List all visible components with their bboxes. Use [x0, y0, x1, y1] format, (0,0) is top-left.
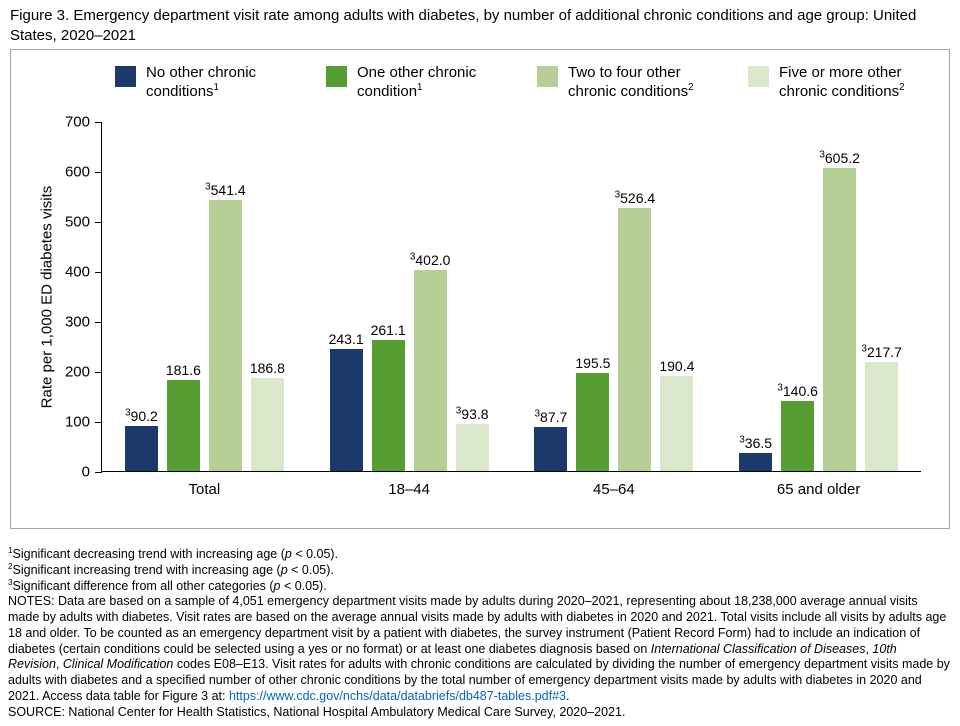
notes-area: 1Significant decreasing trend with incre…	[8, 545, 950, 720]
notes-paragraph: NOTES: Data are based on a sample of 4,0…	[8, 594, 950, 703]
bar-wrap: 3541.4	[205, 182, 246, 471]
bar-value-label: 3217.7	[861, 343, 902, 361]
bar	[534, 427, 568, 471]
bar	[166, 380, 200, 471]
bar-wrap: 181.6	[165, 362, 201, 471]
legend-item: No other chronic conditions1	[115, 64, 296, 102]
plot: 390.2 181.6 3541.4 186.8 Total 243.1 261.1 3402…	[65, 114, 921, 498]
bar	[865, 362, 899, 471]
y-axis-title: Rate per 1,000 ED diabetes visits	[38, 185, 56, 409]
bar	[208, 200, 242, 471]
bar-value-label: 3605.2	[819, 149, 860, 167]
bar-wrap: 3402.0	[410, 252, 450, 471]
y-tick-label: 100	[64, 413, 90, 431]
legend-swatch-icon	[326, 66, 347, 87]
bar-wrap: 243.1	[328, 331, 364, 471]
y-tick-label: 300	[64, 313, 90, 331]
bar-value-label: 190.4	[659, 357, 695, 374]
bar	[124, 425, 158, 471]
plot-bars: 390.2 181.6 3541.4 186.8 Total 243.1 261.1 3402…	[102, 122, 921, 498]
bar-wrap: 3605.2	[819, 150, 860, 471]
y-tick-mark	[95, 121, 102, 123]
chart-frame: No other chronic conditions1 One other ch…	[10, 49, 950, 529]
x-category-label: 45–64	[593, 481, 635, 498]
bar-value-label: 3402.0	[409, 251, 451, 268]
bar-value-label: 3140.6	[777, 382, 818, 399]
bar-group: 243.1 261.1 3402.0 393.8 18–44	[307, 122, 512, 498]
legend-swatch-icon	[537, 66, 558, 87]
legend: No other chronic conditions1 One other ch…	[115, 64, 949, 102]
x-category-label: Total	[188, 481, 221, 498]
bar-wrap: 261.1	[370, 322, 406, 471]
bar	[371, 340, 405, 471]
bar-wrap: 190.4	[659, 357, 695, 471]
bar-value-label: 390.2	[124, 407, 158, 424]
legend-label: No other chronic conditions1	[146, 64, 257, 100]
x-category-label: 18–44	[388, 481, 430, 498]
y-tick-label: 600	[64, 163, 90, 181]
bar	[739, 452, 773, 471]
y-tick-label: 500	[64, 213, 90, 231]
bar	[455, 424, 489, 471]
bar-value-label: 3526.4	[614, 189, 656, 206]
y-tick-mark	[95, 471, 102, 473]
y-tick-label: 0	[81, 463, 90, 481]
y-tick-label: 700	[64, 113, 90, 131]
bar-group: 390.2 181.6 3541.4 186.8 Total	[102, 122, 307, 498]
bar	[823, 168, 857, 471]
data-table-link[interactable]: https://www.cdc.gov/nchs/data/databriefs…	[228, 688, 566, 703]
legend-item: Two to four other chronic conditions2	[537, 64, 718, 102]
bar	[781, 400, 815, 471]
legend-label: One other chronic condition1	[357, 64, 477, 100]
y-tick-mark	[95, 321, 102, 323]
bar-value-label: 261.1	[370, 322, 406, 339]
legend-item: One other chronic condition1	[326, 64, 507, 102]
x-category-label: 65 and older	[776, 481, 861, 498]
legend-label: Two to four other chronic conditions2	[568, 64, 694, 100]
source-line: SOURCE: National Center for Health Stati…	[8, 704, 626, 719]
footnote-2: 2Significant increasing trend with incre…	[8, 561, 334, 577]
y-tick-mark	[95, 271, 102, 273]
footnote-3: 3Significant difference from all other c…	[8, 577, 327, 593]
bar-wrap: 3526.4	[615, 190, 655, 471]
y-tick-mark	[95, 221, 102, 223]
bar-wrap: 336.5	[739, 434, 773, 471]
bar-group: 387.7 195.5 3526.4 190.4 45–64	[512, 122, 717, 498]
bar-wrap: 195.5	[575, 355, 611, 471]
bar-wrap: 387.7	[534, 408, 568, 471]
bar-value-label: 186.8	[249, 359, 285, 376]
bar-value-label: 3541.4	[205, 181, 246, 199]
y-tick-mark	[95, 371, 102, 373]
bar	[576, 373, 610, 471]
bar-value-label: 387.7	[534, 408, 568, 426]
bar-wrap: 3217.7	[861, 344, 902, 471]
y-tick-mark	[95, 171, 102, 173]
bar-wrap: 393.8	[455, 405, 489, 471]
bar-value-label: 393.8	[455, 405, 489, 423]
bar-value-label: 243.1	[328, 331, 364, 348]
y-tick-label: 400	[64, 263, 90, 281]
bar	[250, 377, 284, 471]
legend-label: Five or more other chronic conditions2	[779, 64, 905, 100]
bar-value-label: 181.6	[165, 362, 201, 379]
bar-group: 336.5 3140.6 3605.2 3217.7 65 and older	[716, 122, 921, 498]
bar-value-label: 195.5	[575, 355, 611, 372]
legend-item: Five or more other chronic conditions2	[748, 64, 929, 102]
bar-value-label: 336.5	[739, 434, 773, 451]
legend-swatch-icon	[748, 66, 769, 87]
footnote-1: 1Significant decreasing trend with incre…	[8, 545, 339, 561]
figure-title: Figure 3. Emergency department visit rat…	[10, 7, 917, 44]
bar-wrap: 390.2	[124, 407, 158, 471]
bar	[618, 207, 652, 471]
bar	[660, 375, 694, 471]
y-tick-label: 200	[64, 363, 90, 381]
bar-wrap: 3140.6	[777, 383, 818, 471]
legend-swatch-icon	[115, 66, 136, 87]
bar-wrap: 186.8	[249, 359, 285, 471]
bar	[329, 349, 363, 471]
bar	[413, 270, 447, 471]
y-tick-mark	[95, 421, 102, 423]
